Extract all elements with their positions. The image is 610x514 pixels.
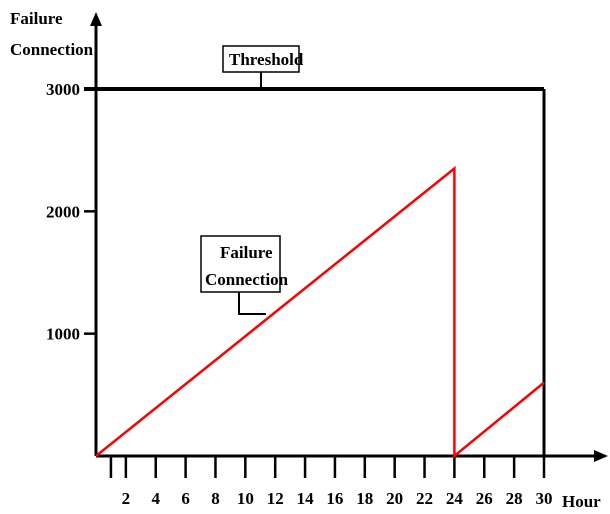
x-tick-label: 8 xyxy=(211,489,220,508)
series-callout-box xyxy=(200,235,281,293)
x-tick-label: 30 xyxy=(536,489,553,508)
y-axis-title-line2: Connection xyxy=(10,40,94,59)
x-tick-label: 26 xyxy=(476,489,493,508)
x-tick-label: 24 xyxy=(446,489,464,508)
threshold-callout-label: Threshold xyxy=(229,50,304,69)
threshold-callout-box xyxy=(222,45,300,73)
series-callout-line2: Connection xyxy=(205,270,289,289)
y-tick-label: 3000 xyxy=(46,80,80,99)
series-callout-leader xyxy=(238,292,266,315)
x-tick-label: 12 xyxy=(267,489,284,508)
x-tick-label: 28 xyxy=(506,489,523,508)
x-tick-label: 14 xyxy=(297,489,315,508)
y-axis-arrow xyxy=(90,12,102,26)
y-tick-label: 1000 xyxy=(46,325,80,344)
y-ticks: 1000 2000 3000 xyxy=(46,80,96,344)
series-callout-line1: Failure xyxy=(220,243,273,262)
x-tick-label: 16 xyxy=(326,489,343,508)
x-tick-label: 20 xyxy=(386,489,403,508)
x-tick-label: 4 xyxy=(151,489,160,508)
x-ticks: 2 4 6 8 10 12 14 16 18 20 22 24 26 28 30 xyxy=(109,456,553,508)
y-axis-title-line1: Failure xyxy=(10,9,63,28)
x-axis-title: Hour xyxy=(562,492,601,511)
x-axis-arrow xyxy=(594,450,608,462)
y-tick-label: 2000 xyxy=(46,202,80,221)
series-group xyxy=(95,165,545,459)
x-tick-label: 6 xyxy=(181,489,190,508)
x-tick-label: 2 xyxy=(122,489,131,508)
x-tick-label: 10 xyxy=(237,489,254,508)
x-tick-label: 22 xyxy=(416,489,433,508)
series-line-failure-connection xyxy=(95,165,545,459)
x-tick-label: 18 xyxy=(356,489,373,508)
